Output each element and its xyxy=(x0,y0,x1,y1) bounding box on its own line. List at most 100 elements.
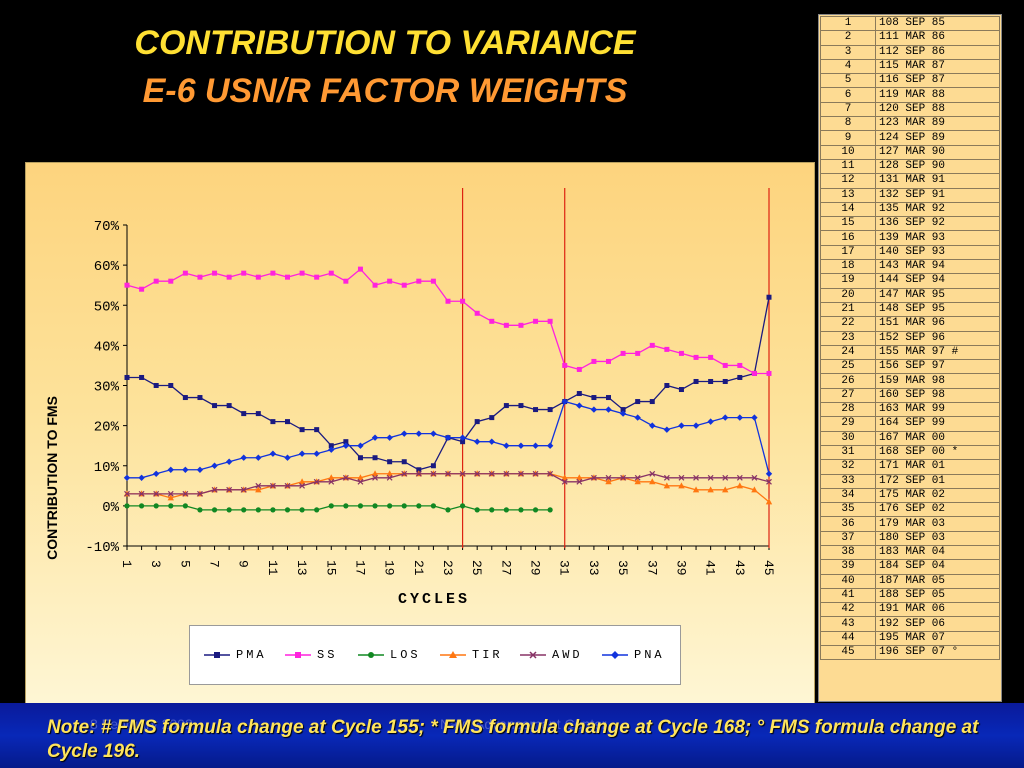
data-point-ss xyxy=(153,278,159,284)
cycle-table-row: 31 168 SEP 00 * xyxy=(820,444,1000,461)
legend-item-los: LOS xyxy=(358,647,421,663)
data-point-awd xyxy=(269,482,276,489)
x-tick-label: 43 xyxy=(732,560,747,576)
data-point-ss xyxy=(751,370,757,376)
cycle-date-cell: 155 MAR 97 # xyxy=(875,344,1000,361)
chart-panel: 70% 60% 50% 40% 30% 20% 10% 0% -10% 1 3 5 7 9 11 13 15 17… xyxy=(25,162,815,704)
cycle-table-row: 38 183 MAR 04 xyxy=(820,544,1000,561)
data-point-awd xyxy=(576,478,583,485)
data-point-awd xyxy=(328,478,335,485)
cycle-table-row: 34 175 MAR 02 xyxy=(820,487,1000,504)
cycle-table-row: 20 147 MAR 95 xyxy=(820,287,1000,303)
y-axis-label: CONTRIBUTION TO FMS xyxy=(44,396,60,560)
data-point-awd xyxy=(153,490,160,497)
cycle-index-cell: 31 xyxy=(820,444,876,461)
cycle-index-cell: 20 xyxy=(820,287,876,303)
cycle-table-row: 4 115 MAR 87 xyxy=(820,58,1000,75)
cycle-date-cell: 191 MAR 06 xyxy=(875,602,1000,618)
data-point-ss xyxy=(139,286,145,292)
data-point-los xyxy=(445,507,451,513)
cycle-date-cell: 132 SEP 91 xyxy=(875,187,1000,203)
cycle-date-cell: 196 SEP 07 ° xyxy=(875,645,1000,661)
data-point-ss xyxy=(737,362,743,368)
data-point-los xyxy=(474,507,480,513)
cycle-date-cell: 180 SEP 03 xyxy=(875,530,1000,546)
cycle-index-cell: 34 xyxy=(820,487,876,504)
data-point-pna xyxy=(284,454,291,461)
data-point-tir xyxy=(634,478,641,485)
data-point-awd xyxy=(415,470,422,477)
data-point-pna xyxy=(663,426,671,433)
x-tick-label: 45 xyxy=(761,560,776,576)
legend-marker-los xyxy=(358,652,384,658)
data-point-los xyxy=(153,503,159,509)
data-point-pma xyxy=(474,419,480,425)
x-tick-label: 21 xyxy=(411,560,426,576)
data-point-awd xyxy=(547,470,554,477)
cycle-table-row: 21 148 SEP 95 xyxy=(820,301,1000,318)
data-point-pma xyxy=(430,463,436,469)
data-point-tir xyxy=(678,482,685,489)
data-point-ss xyxy=(664,346,670,352)
data-point-pna xyxy=(619,410,627,417)
data-point-pma xyxy=(212,403,218,409)
data-point-awd xyxy=(766,478,772,485)
data-point-pma xyxy=(153,383,159,388)
x-tick-label: 5 xyxy=(177,560,192,568)
legend-label-tir: TIR xyxy=(472,648,503,662)
data-point-tir xyxy=(736,482,744,489)
data-point-awd xyxy=(663,474,670,481)
data-point-pna xyxy=(765,470,773,477)
cycle-index-cell: 38 xyxy=(820,544,876,561)
data-point-los xyxy=(489,507,495,513)
data-point-los xyxy=(299,507,305,513)
data-point-ss xyxy=(430,278,436,284)
series-line-los xyxy=(127,505,551,511)
data-point-ss xyxy=(474,310,480,316)
data-point-los xyxy=(168,503,174,509)
data-point-pna xyxy=(225,458,233,465)
y-tick-label: 30% xyxy=(94,380,120,396)
cycle-table-body: 1 108 SEP 85 2 111 MAR 86 3 112 SEP 86 4 115 MA… xyxy=(820,15,1000,661)
data-point-ss xyxy=(635,350,641,356)
data-point-awd xyxy=(678,474,685,481)
data-point-pna xyxy=(196,466,204,473)
data-point-pma xyxy=(503,403,509,409)
cycle-index-cell: 7 xyxy=(820,101,876,118)
x-tick-label: 9 xyxy=(236,560,251,568)
cycle-date-cell: 184 SEP 04 xyxy=(875,559,1000,575)
cycle-index-cell: 43 xyxy=(820,616,876,632)
data-point-pma xyxy=(576,391,582,397)
data-point-pna xyxy=(211,462,218,469)
data-point-pna xyxy=(415,430,423,437)
data-point-los xyxy=(124,503,130,509)
cycle-table-row: 36 179 MAR 03 xyxy=(820,516,1000,532)
x-tick-label: 25 xyxy=(469,560,484,576)
legend-label-pma: PMA xyxy=(236,648,267,662)
cycle-index-cell: 33 xyxy=(820,473,876,489)
data-point-ss xyxy=(606,358,611,364)
data-point-awd xyxy=(649,470,656,477)
x-tick-label: 23 xyxy=(440,560,455,576)
cycle-table-row: 14 135 MAR 92 xyxy=(820,201,1000,218)
footnote: Note: # FMS formula change at Cycle 155;… xyxy=(47,717,979,762)
cycle-date-cell: 135 MAR 92 xyxy=(875,201,1000,218)
data-point-los xyxy=(547,507,553,513)
data-point-awd xyxy=(707,474,714,481)
data-point-awd xyxy=(445,470,451,477)
data-point-pna xyxy=(503,442,510,449)
data-point-los xyxy=(182,503,188,509)
data-point-tir xyxy=(328,474,335,481)
data-point-pna xyxy=(546,442,554,449)
data-point-los xyxy=(138,503,145,509)
cycle-table-row: 44 195 MAR 07 xyxy=(820,630,1000,647)
y-tick-label: 40% xyxy=(94,339,120,355)
data-point-pma xyxy=(343,439,349,445)
cycle-index-cell: 37 xyxy=(820,530,876,546)
data-point-pna xyxy=(138,474,145,481)
cycle-reference-table: 1 108 SEP 85 2 111 MAR 86 3 112 SEP 86 4 115 MA… xyxy=(818,14,1002,702)
data-point-los xyxy=(241,507,247,513)
cycle-index-cell: 4 xyxy=(820,58,876,75)
cycle-index-cell: 19 xyxy=(820,273,876,289)
data-point-tir xyxy=(386,470,393,477)
